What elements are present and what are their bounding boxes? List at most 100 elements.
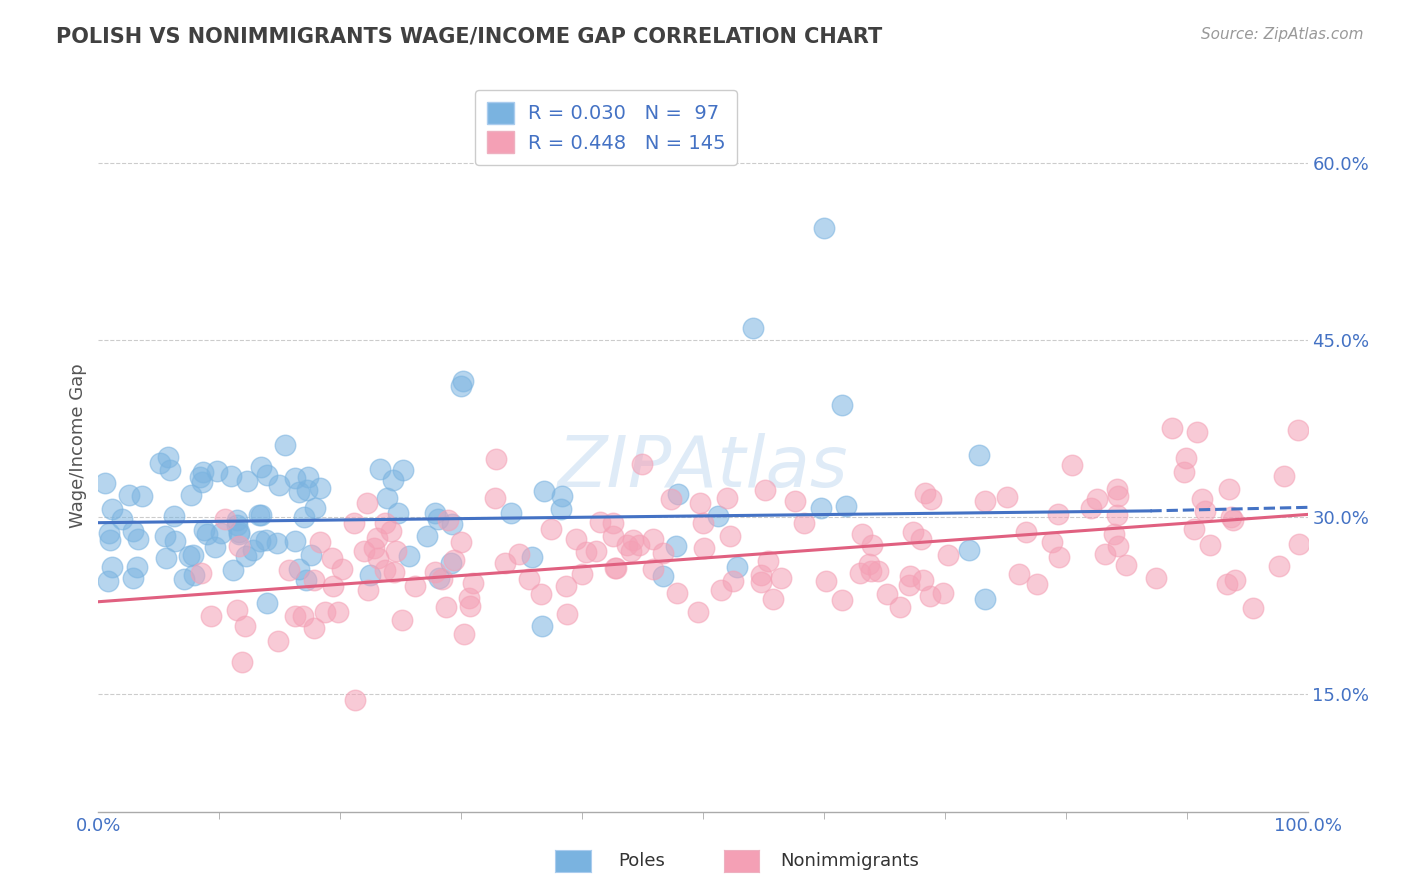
Point <box>485 452 508 467</box>
Point <box>1007 566 1029 581</box>
Point <box>621 533 644 547</box>
Point <box>163 509 186 524</box>
Point <box>392 463 415 477</box>
Point <box>385 543 408 558</box>
Point <box>254 533 277 547</box>
Point <box>725 559 748 574</box>
Point <box>356 583 378 598</box>
Point <box>387 506 409 520</box>
Point <box>1115 558 1137 573</box>
Text: ZIPAtlas: ZIPAtlas <box>558 434 848 502</box>
Point <box>1040 535 1063 549</box>
Point <box>555 579 578 593</box>
Point <box>810 500 832 515</box>
Point <box>718 529 741 543</box>
Point <box>793 516 815 530</box>
Point <box>831 398 853 412</box>
Point <box>716 491 738 506</box>
Point <box>155 551 177 566</box>
Point <box>1223 573 1246 587</box>
Point <box>343 693 366 707</box>
Point <box>1218 483 1240 497</box>
Point <box>266 633 288 648</box>
Point <box>111 512 134 526</box>
Point <box>898 568 921 582</box>
Point <box>1173 466 1195 480</box>
Point <box>689 496 711 510</box>
Point <box>969 448 991 462</box>
Point <box>297 469 319 483</box>
Point <box>920 589 942 603</box>
Point <box>343 516 366 531</box>
Point <box>374 516 396 530</box>
Point <box>1047 507 1070 521</box>
Point <box>96 574 118 588</box>
Point <box>957 543 980 558</box>
Point <box>321 550 343 565</box>
Point <box>813 220 835 235</box>
Point <box>391 613 413 627</box>
Point <box>288 485 311 500</box>
Point <box>641 532 664 546</box>
Point <box>1107 483 1129 497</box>
Point <box>127 560 149 574</box>
Point <box>204 540 226 554</box>
Point <box>1191 491 1213 506</box>
Point <box>834 499 856 513</box>
Point <box>508 548 530 562</box>
Point <box>122 524 145 538</box>
Point <box>571 566 593 581</box>
Point <box>398 549 420 563</box>
Point <box>693 541 716 556</box>
Point <box>876 587 898 601</box>
Point <box>430 572 453 586</box>
Point <box>423 565 446 579</box>
Point <box>249 534 271 549</box>
Point <box>602 529 624 543</box>
Point <box>209 525 232 540</box>
Point <box>769 571 792 585</box>
Point <box>932 586 955 600</box>
Point <box>363 541 385 555</box>
Point <box>173 572 195 586</box>
Point <box>995 491 1018 505</box>
Point <box>214 512 236 526</box>
Point <box>181 548 204 562</box>
Point <box>370 462 392 476</box>
Point <box>225 517 247 532</box>
Point <box>309 535 332 549</box>
Point <box>94 475 117 490</box>
Point <box>754 483 776 498</box>
Point <box>250 460 273 475</box>
Point <box>228 524 250 539</box>
Point <box>666 487 689 501</box>
Point <box>783 494 806 508</box>
Point <box>127 532 149 546</box>
Point <box>225 513 247 527</box>
Point <box>831 593 853 607</box>
Point <box>191 475 214 490</box>
Point <box>860 538 883 552</box>
Point <box>914 486 936 500</box>
Point <box>499 506 522 520</box>
Point <box>299 549 322 563</box>
Point <box>603 561 626 575</box>
Point <box>973 493 995 508</box>
Point <box>517 572 540 586</box>
Point <box>427 570 450 584</box>
Legend: R = 0.030   N =  97, R = 0.448   N = 145: R = 0.030 N = 97, R = 0.448 N = 145 <box>475 90 737 165</box>
Point <box>589 515 612 529</box>
Point <box>367 551 389 566</box>
Point <box>1047 550 1070 565</box>
Point <box>1085 491 1108 506</box>
Point <box>666 585 689 599</box>
Point <box>149 456 172 470</box>
Point <box>191 465 214 479</box>
Point <box>688 606 710 620</box>
Point <box>256 596 278 610</box>
Point <box>284 608 307 623</box>
Point <box>1220 509 1243 524</box>
Point <box>762 591 785 606</box>
Point <box>165 533 187 548</box>
Point <box>555 607 578 622</box>
